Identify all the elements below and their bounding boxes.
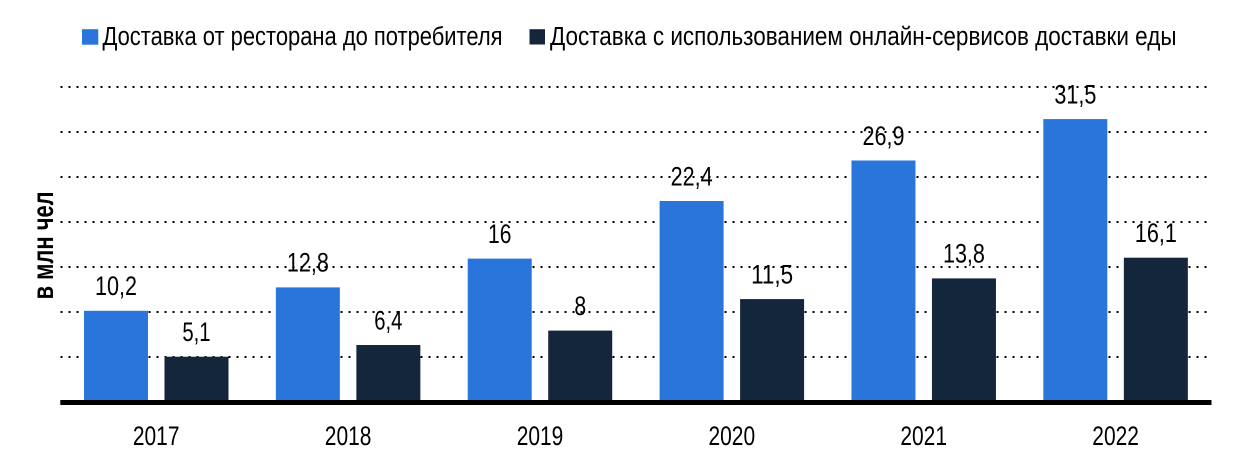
svg-text:8: 8 [574, 291, 586, 321]
svg-text:Доставка от ресторана до потре: Доставка от ресторана до потребителя [103, 23, 503, 51]
svg-text:16,1: 16,1 [1135, 218, 1177, 248]
svg-text:2019: 2019 [517, 421, 564, 451]
svg-text:22,4: 22,4 [671, 161, 713, 191]
svg-text:2021: 2021 [900, 421, 947, 451]
svg-text:2017: 2017 [133, 421, 180, 451]
svg-text:2020: 2020 [709, 421, 756, 451]
svg-text:13,8: 13,8 [943, 239, 985, 269]
svg-text:6,4: 6,4 [374, 305, 402, 335]
svg-text:12,8: 12,8 [287, 248, 329, 278]
svg-text:2018: 2018 [325, 421, 372, 451]
svg-text:26,9: 26,9 [862, 121, 904, 151]
svg-text:5,1: 5,1 [182, 317, 210, 347]
svg-text:Доставка с использованием онла: Доставка с использованием онлайн-сервисо… [550, 23, 1177, 51]
svg-text:31,5: 31,5 [1054, 79, 1096, 109]
svg-text:в млн чел: в млн чел [27, 191, 60, 299]
svg-text:16: 16 [488, 219, 511, 249]
svg-text:2022: 2022 [1092, 421, 1139, 451]
svg-text:11,5: 11,5 [751, 259, 793, 289]
svg-text:10,2: 10,2 [95, 271, 137, 301]
